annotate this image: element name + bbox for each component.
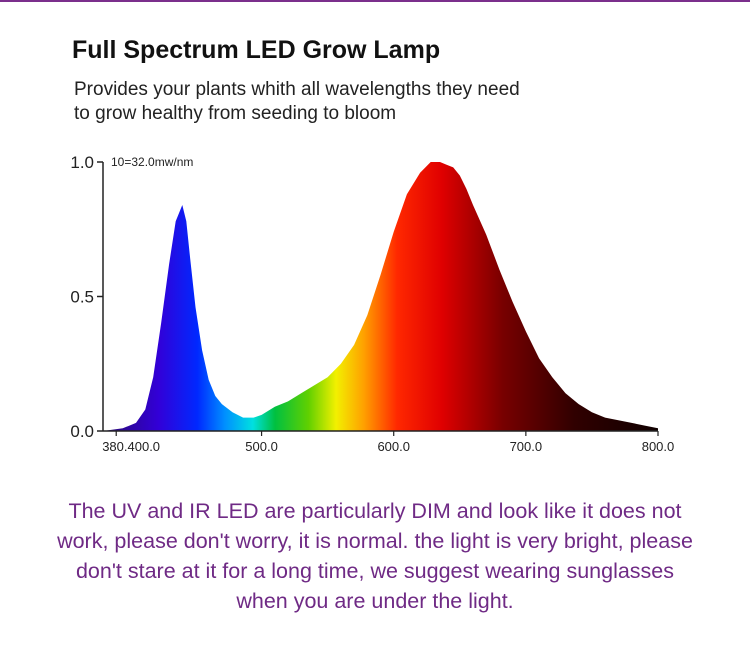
y-ticks: 0.0 0.5 1.0 bbox=[70, 153, 103, 441]
x-tick-label: 600.0 bbox=[377, 439, 410, 454]
footnote-line: don't stare at it for a long time, we su… bbox=[75, 559, 675, 583]
footnote-line: work, please don't worry, it is normal. … bbox=[57, 529, 693, 553]
spectrum-area bbox=[103, 162, 658, 431]
subtitle-line: to grow healthy from seeding to bloom bbox=[74, 103, 397, 124]
page-title: Full Spectrum LED Grow Lamp bbox=[72, 36, 441, 64]
x-tick-label: 500.0 bbox=[245, 439, 278, 454]
page-subtitle: Provides your plants whith all wavelengt… bbox=[74, 78, 634, 126]
footnote-line: The UV and IR LED are particularly DIM a… bbox=[68, 499, 682, 523]
plot-area bbox=[103, 162, 658, 431]
x-ticks: 380.400.0 500.0 600.0 700.0 800.0 bbox=[102, 431, 674, 454]
subtitle-line: Provides your plants whith all wavelengt… bbox=[74, 79, 520, 100]
footnote: The UV and IR LED are particularly DIM a… bbox=[20, 496, 730, 616]
y-tick-label: 0.5 bbox=[70, 288, 94, 307]
x-tick-label: 800.0 bbox=[642, 439, 675, 454]
footnote-line: when you are under the light. bbox=[236, 589, 514, 613]
x-tick-label: 380.400.0 bbox=[102, 439, 160, 454]
y-tick-label: 1.0 bbox=[70, 153, 94, 172]
spectrum-chart: 0.00.51.0 380.400.0 500.0 600.0 700.0 800.0 … bbox=[70, 153, 674, 454]
scale-note: 10=32.0mw/nm bbox=[111, 155, 193, 169]
top-border bbox=[0, 0, 750, 2]
x-tick-label: 700.0 bbox=[510, 439, 543, 454]
y-tick-label: 0.0 bbox=[70, 422, 94, 441]
